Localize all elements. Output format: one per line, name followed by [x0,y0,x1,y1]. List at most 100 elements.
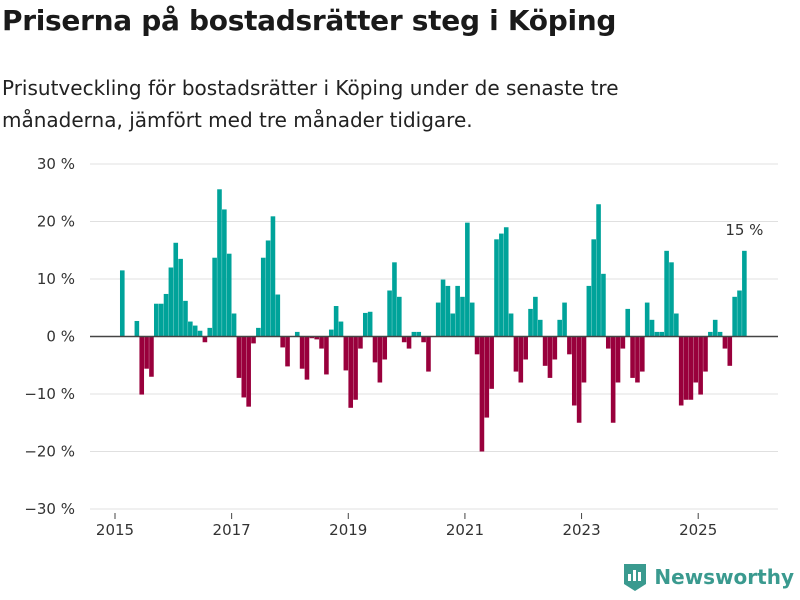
bar [688,336,694,400]
bar [406,336,412,349]
bar [212,257,217,337]
chart-subtitle: Prisutveckling för bostadsrätter i Köpin… [2,76,619,132]
bar [392,262,397,337]
bar [265,240,271,337]
bar [737,290,742,337]
bar [178,258,183,337]
bar [285,336,290,367]
bar [231,313,237,337]
bar [387,290,392,337]
bar [542,336,548,366]
bar [533,296,538,337]
bar [226,253,232,337]
bar [547,336,553,378]
bar [338,321,344,337]
x-tick-label: 2017 [213,521,251,539]
bar [299,336,305,369]
bar [528,308,533,337]
bar [518,336,524,383]
bar [644,302,650,337]
bar [620,336,626,349]
bar [484,336,490,418]
bar [605,336,611,349]
bar [552,336,558,360]
bar [489,336,494,389]
bar [712,319,718,337]
bar [591,239,597,337]
bar [708,331,713,337]
newsworthy-logo: Newsworthy [622,562,794,592]
y-tick-label: 0 % [46,328,75,346]
chart-title: Priserna på bostadsrätter steg i Köping [2,4,617,37]
bar [557,319,562,337]
bar [173,242,179,337]
bar [183,300,188,337]
bar [314,336,319,340]
bar [304,336,310,380]
bar [154,303,159,337]
bar [139,336,145,395]
bar [192,325,198,337]
bar [343,336,349,371]
bar [328,329,334,337]
x-tick-label: 2025 [679,521,717,539]
bar [421,336,426,343]
y-tick-label: 10 % [37,270,75,288]
bar [397,296,402,337]
bar [168,267,174,337]
bar [567,336,572,355]
bar [717,331,723,337]
bar [411,331,417,337]
y-tick-label: −30 % [24,500,75,518]
bar [217,189,222,337]
bar [435,302,441,337]
bar [246,336,251,407]
bar [319,336,324,349]
bar [372,336,378,363]
bar [659,331,665,337]
bar [669,262,674,337]
bar [455,285,460,337]
bar [426,336,431,372]
y-tick-label: 30 % [37,155,75,173]
bar [309,336,315,339]
bar [494,239,499,337]
bar [382,336,388,360]
bar [324,336,329,375]
bar [333,306,339,337]
bar [119,270,125,337]
y-tick-label: −20 % [24,443,75,461]
bar [698,336,703,395]
bar [401,336,407,343]
bar [581,336,587,383]
last-value-annotation: 15 % [725,221,763,239]
bar [664,250,669,337]
bar [197,330,203,337]
bar [358,336,363,349]
bar [523,336,528,360]
bar [615,336,621,383]
bar [537,319,543,337]
bar [416,331,422,337]
bar [635,336,640,383]
bar [732,296,737,337]
bar [348,336,354,408]
y-tick-label: −10 % [24,385,75,403]
bar [576,336,582,423]
bar [144,336,149,369]
bar [693,336,699,383]
bar [640,336,645,372]
brand-name: Newsworthy [654,565,794,589]
bar [465,222,470,337]
bar [188,321,193,337]
bar [499,233,504,337]
bar [610,336,616,423]
bar [450,313,456,337]
y-tick-label: 20 % [37,213,75,231]
bar [280,336,285,348]
bar [625,308,631,337]
bar [649,319,655,337]
bar [460,296,465,337]
bar [727,336,733,366]
bar [479,336,485,452]
